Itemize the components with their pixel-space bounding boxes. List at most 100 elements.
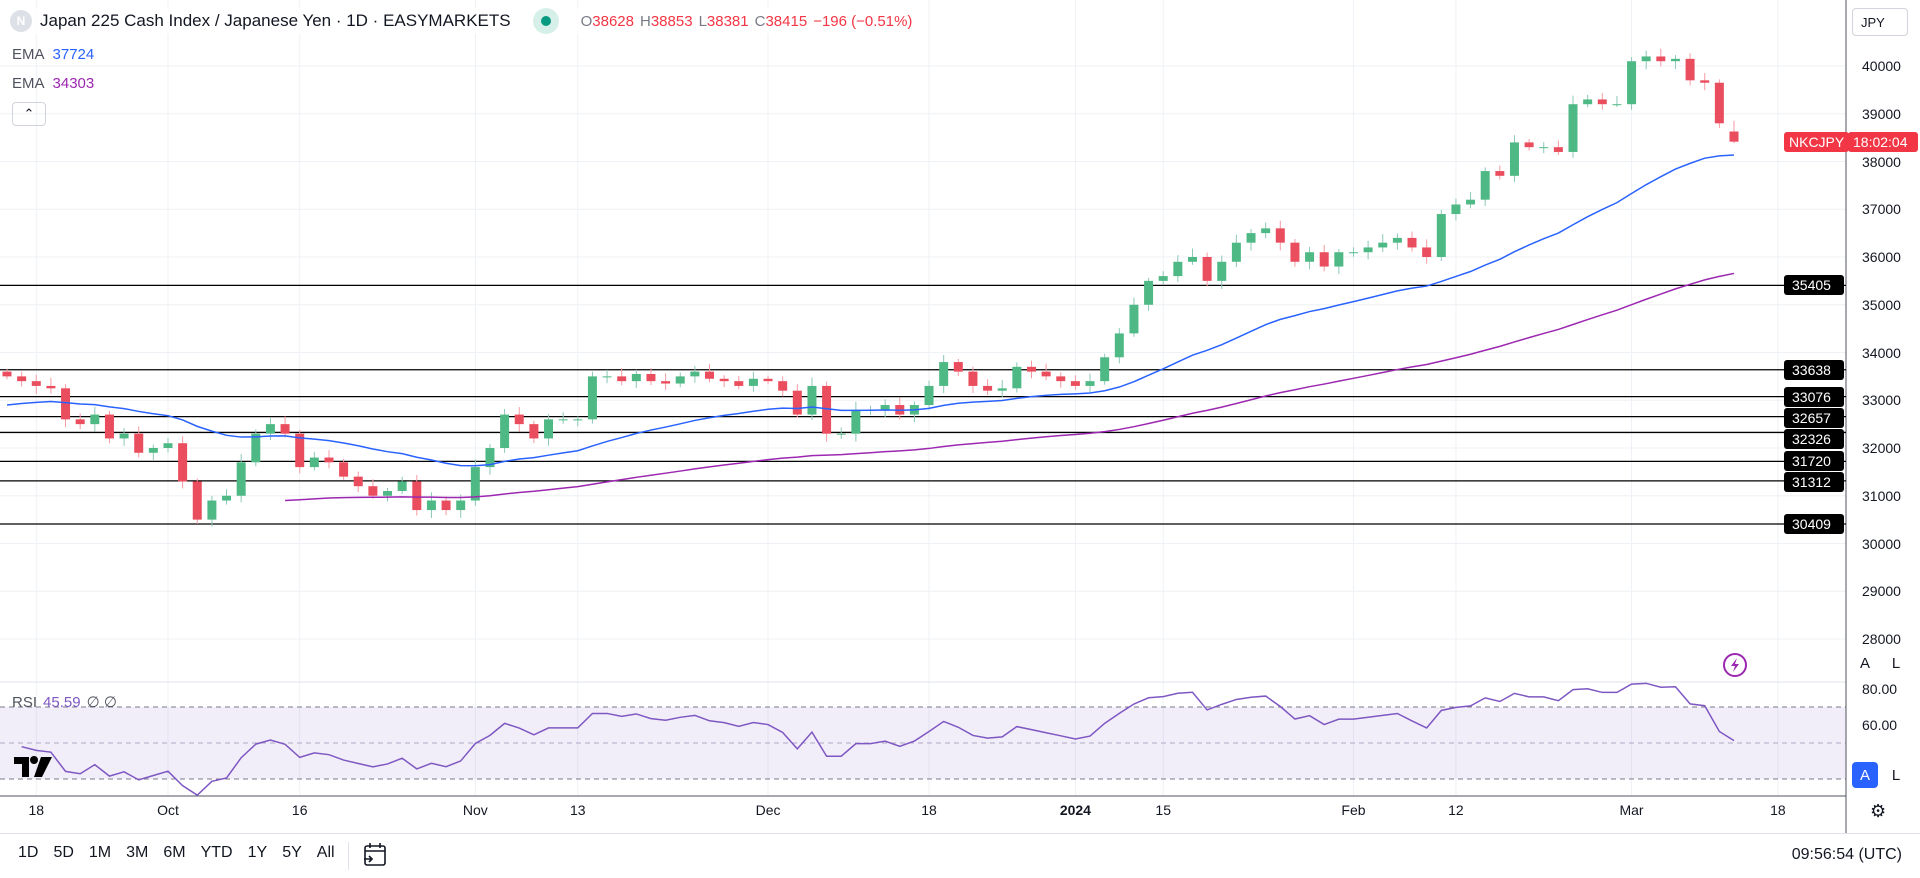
range-button-6m[interactable]: 6M [163, 844, 186, 861]
candle [1026, 366, 1036, 372]
candle [1231, 242, 1241, 262]
candle [719, 378, 729, 382]
level-price-label: 31312 [1784, 472, 1844, 493]
log-scale-button[interactable]: L [1883, 650, 1909, 676]
candle [75, 419, 85, 425]
candle [339, 462, 349, 477]
candle [983, 385, 993, 391]
candle [558, 419, 568, 421]
candle [1056, 376, 1066, 382]
rsi-axis-label: 60.00 [1862, 717, 1898, 733]
rsi-log-scale-button[interactable]: L [1883, 762, 1909, 788]
candle [587, 376, 597, 420]
time-axis-label: 13 [569, 802, 586, 818]
range-buttons: 1D 5D 1M 3M 6M YTD 1Y 5Y All [18, 844, 335, 862]
time-axis-label: Dec [755, 802, 781, 818]
candle [456, 500, 466, 511]
bar-countdown: 18:02:04 [1848, 132, 1918, 152]
candle [748, 378, 758, 386]
range-button-1m[interactable]: 1M [88, 844, 112, 861]
range-button-5y[interactable]: 5Y [282, 844, 302, 861]
candle [1041, 371, 1051, 377]
time-axis-label: 12 [1448, 802, 1464, 818]
candle [1334, 252, 1344, 267]
candle [1261, 228, 1271, 234]
ema-fast-legend[interactable]: EMA 37724 [12, 46, 95, 63]
candle [763, 378, 773, 382]
market-status-icon[interactable] [532, 8, 559, 34]
level-price-label: 33076 [1784, 386, 1844, 407]
symbol-title[interactable]: Japan 225 Cash Index / Japanese Yen · 1D… [40, 11, 511, 30]
candle [61, 388, 71, 420]
ema-slow-legend[interactable]: EMA 34303 [12, 75, 95, 92]
candle [514, 414, 524, 425]
candle [412, 481, 422, 511]
price-axis-label: 35000 [1862, 296, 1901, 313]
candle [822, 385, 832, 434]
candle [470, 467, 480, 501]
rsi-auto-scale-button[interactable]: A [1852, 762, 1878, 788]
candle [222, 495, 232, 501]
candle [134, 433, 144, 453]
candle [1363, 247, 1373, 253]
price-axis-label: 32000 [1862, 440, 1901, 456]
range-button-1d[interactable]: 1D [18, 844, 39, 861]
candle [192, 481, 202, 520]
candle [1685, 58, 1695, 81]
candle [924, 385, 934, 406]
candle [836, 433, 846, 435]
candle [441, 500, 451, 511]
candle [31, 381, 41, 386]
ema-fast-line [6, 154, 1735, 467]
lightning-icon[interactable] [1722, 652, 1748, 683]
candle [1012, 366, 1022, 389]
range-button-all[interactable]: All [316, 844, 335, 861]
candle [1085, 381, 1095, 386]
currency-select[interactable]: JPY [1852, 8, 1908, 36]
level-price-label: 30409 [1784, 513, 1844, 534]
rsi-legend[interactable]: RSI 45.59 ∅ ∅ [12, 694, 117, 711]
price-chart[interactable] [0, 0, 1920, 833]
candle [163, 443, 173, 448]
candle [1670, 58, 1680, 62]
time-axis-label: 18 [28, 802, 45, 818]
candle [1656, 56, 1666, 62]
go-to-date-icon[interactable] [362, 841, 388, 874]
candle [1407, 237, 1417, 248]
candle [1319, 252, 1329, 267]
candle [968, 371, 978, 386]
chart-legend: N Japan 225 Cash Index / Japanese Yen · … [10, 8, 913, 34]
range-button-5d[interactable]: 5D [53, 844, 74, 861]
candle [485, 448, 495, 468]
time-axis-label: 2024 [1059, 802, 1091, 818]
auto-scale-button[interactable]: A [1852, 650, 1878, 676]
price-axis-label: 38000 [1862, 153, 1901, 170]
candle [500, 414, 510, 448]
price-axis-label: 37000 [1862, 201, 1901, 218]
candle [602, 376, 612, 378]
candle [705, 371, 715, 379]
candle [280, 424, 290, 434]
bottom-toolbar: 1D 5D 1M 3M 6M YTD 1Y 5Y All 09:56:54 (UTC) [0, 833, 1920, 878]
candle [807, 385, 817, 415]
range-button-1y[interactable]: 1Y [247, 844, 268, 861]
collapse-legend-button[interactable]: ⌃ [12, 102, 46, 126]
time-axis-label: Feb [1341, 802, 1366, 818]
candle [1480, 171, 1490, 200]
tradingview-logo-icon[interactable] [14, 755, 54, 786]
candle [426, 500, 436, 511]
candle [1539, 147, 1549, 149]
candle [1100, 357, 1110, 382]
settings-gear-icon[interactable]: ⚙ [1870, 801, 1887, 821]
candle [383, 490, 393, 496]
candle [1553, 147, 1563, 152]
candle [690, 371, 700, 377]
candle [997, 388, 1007, 391]
candle [251, 433, 261, 463]
range-button-3m[interactable]: 3M [126, 844, 149, 861]
clock[interactable]: 09:56:54 (UTC) [1791, 846, 1902, 863]
candle [1187, 257, 1197, 262]
range-button-ytd[interactable]: YTD [200, 844, 233, 861]
candle [1202, 257, 1212, 281]
candle [1509, 142, 1519, 176]
